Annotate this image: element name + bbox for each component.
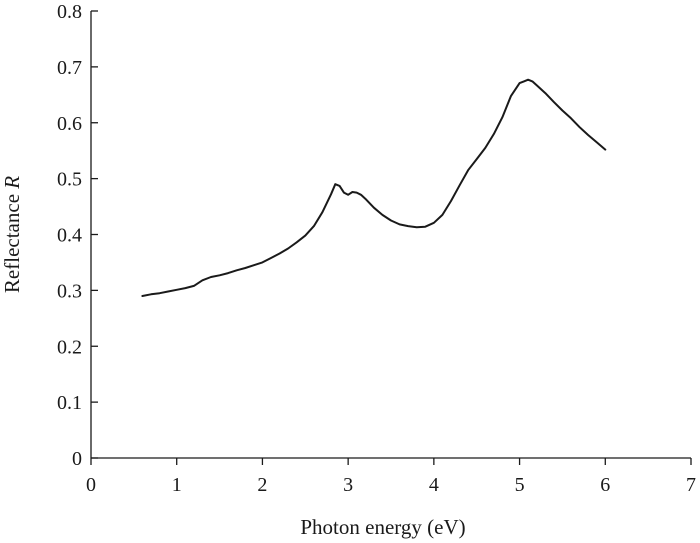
x-tick-label: 4 [429, 474, 439, 496]
y-axis-title-main: Reflectance [0, 189, 24, 293]
x-tick-label: 1 [172, 474, 182, 496]
y-axis-title-variable: R [0, 176, 24, 190]
y-tick-label: 0.8 [57, 1, 82, 23]
x-tick-label: 7 [686, 474, 696, 496]
x-axis-title: Photon energy (eV) [300, 515, 465, 539]
y-tick-label: 0.4 [57, 225, 82, 247]
y-tick-label: 0 [72, 448, 82, 470]
y-axis-title: Reflectance R [0, 176, 24, 293]
y-tick-label: 0.5 [57, 169, 82, 191]
x-tick-label: 3 [343, 474, 353, 496]
x-tick-label: 6 [600, 474, 610, 496]
y-tick-label: 0.2 [57, 336, 82, 358]
y-tick-label: 0.7 [57, 57, 82, 79]
x-axis-ticks: 0 1 2 3 4 5 6 7 [86, 458, 696, 496]
x-tick-label: 0 [86, 474, 96, 496]
reflectance-series-line [141, 78, 607, 297]
y-tick-label: 0.1 [57, 392, 82, 414]
y-tick-label: 0.6 [57, 113, 82, 135]
y-tick-label: 0.3 [57, 280, 82, 302]
x-tick-label: 5 [515, 474, 525, 496]
y-axis-ticks: 0 0.1 0.2 0.3 0.4 0.5 0.6 0.7 0.8 [57, 1, 98, 470]
x-tick-label: 2 [257, 474, 267, 496]
